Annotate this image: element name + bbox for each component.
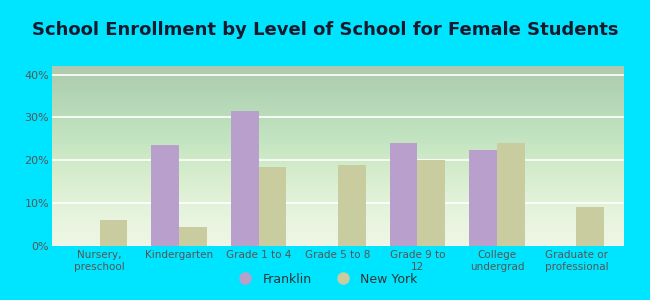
Bar [151, 145, 179, 246]
Bar [179, 227, 207, 246]
Legend: Franklin, New York: Franklin, New York [227, 268, 422, 291]
Bar [497, 143, 525, 246]
Text: School Enrollment by Level of School for Female Students: School Enrollment by Level of School for… [32, 21, 618, 39]
Bar [231, 111, 259, 246]
Bar [389, 143, 417, 246]
Bar [99, 220, 127, 246]
Bar [338, 165, 366, 246]
Bar [259, 167, 287, 246]
Bar [417, 160, 445, 246]
Bar [577, 207, 604, 246]
Bar [469, 150, 497, 246]
